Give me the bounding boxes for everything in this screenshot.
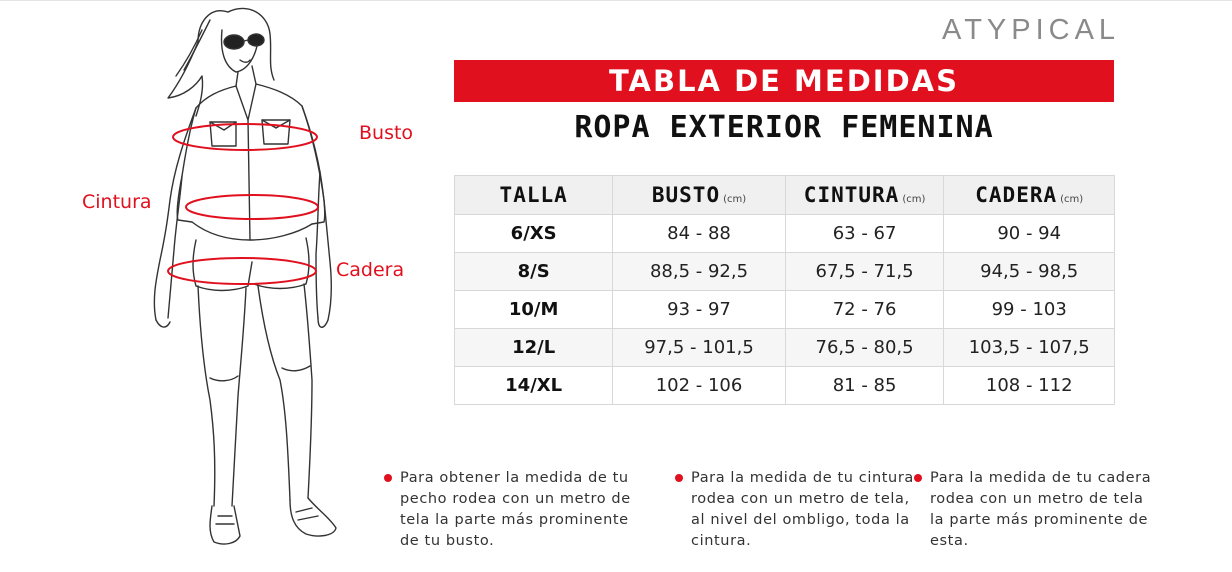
cell-cadera: 108 - 112 (943, 366, 1115, 405)
note-waist: Para la medida de tu cintura rodea con u… (675, 468, 917, 552)
size-table: TALLA BUSTO (cm) CINTURA (cm) CADERA (cm) 6… (453, 175, 1115, 405)
waist-label: Cintura (82, 191, 152, 213)
cell-talla: 10/M (453, 290, 614, 329)
table-header-row: TALLA BUSTO (cm) CINTURA (cm) CADERA (cm) (453, 175, 1115, 215)
cell-cintura: 72 - 76 (784, 290, 945, 329)
bullet-dot (384, 474, 392, 482)
cell-busto: 102 - 106 (612, 366, 786, 405)
hip-label: Cadera (336, 259, 405, 281)
cell-cintura: 67,5 - 71,5 (784, 252, 945, 291)
note-text: Para obtener la medida de tu pecho rodea… (400, 470, 631, 549)
header-cadera: CADERA (cm) (943, 175, 1115, 215)
cell-cadera: 94,5 - 98,5 (943, 252, 1115, 291)
note-hip: Para la medida de tu cadera rodea con un… (914, 468, 1156, 552)
cell-cadera: 90 - 94 (943, 214, 1115, 253)
table-row: 6/XS 84 - 88 63 - 67 90 - 94 (453, 214, 1115, 253)
note-text: Para la medida de tu cintura rodea con u… (691, 470, 914, 549)
bullet-dot (675, 474, 683, 482)
bullet-dot (914, 474, 922, 482)
top-divider (0, 0, 1232, 1)
header-cintura: CINTURA (cm) (784, 175, 945, 215)
cell-cintura: 81 - 85 (784, 366, 945, 405)
cell-cadera: 103,5 - 107,5 (943, 328, 1115, 367)
brand-logo: ATYPICAL (942, 14, 1121, 46)
page-title: TABLA DE MEDIDAS (608, 64, 959, 98)
bust-ring (172, 123, 318, 151)
table-row: 8/S 88,5 - 92,5 67,5 - 71,5 94,5 - 98,5 (453, 252, 1115, 291)
cell-busto: 93 - 97 (612, 290, 786, 329)
header-busto: BUSTO (cm) (612, 175, 786, 215)
page-subtitle: ROPA EXTERIOR FEMENINA (574, 110, 994, 145)
note-text: Para la medida de tu cadera rodea con un… (930, 470, 1152, 549)
cell-busto: 84 - 88 (612, 214, 786, 253)
cell-busto: 88,5 - 92,5 (612, 252, 786, 291)
waist-ring (185, 194, 319, 220)
table-row: 12/L 97,5 - 101,5 76,5 - 80,5 103,5 - 10… (453, 328, 1115, 367)
cell-cadera: 99 - 103 (943, 290, 1115, 329)
cell-talla: 6/XS (453, 214, 614, 253)
hip-ring (167, 257, 317, 285)
cell-cintura: 76,5 - 80,5 (784, 328, 945, 367)
cell-cintura: 63 - 67 (784, 214, 945, 253)
cell-talla: 8/S (453, 252, 614, 291)
bust-label: Busto (359, 122, 414, 144)
cell-busto: 97,5 - 101,5 (612, 328, 786, 367)
woman-figure-illustration (153, 7, 337, 545)
title-banner: TABLA DE MEDIDAS (454, 60, 1114, 102)
cell-talla: 12/L (453, 328, 614, 367)
header-talla: TALLA (453, 175, 614, 215)
note-bust: Para obtener la medida de tu pecho rodea… (384, 468, 650, 552)
table-row: 14/XL 102 - 106 81 - 85 108 - 112 (453, 366, 1115, 405)
table-row: 10/M 93 - 97 72 - 76 99 - 103 (453, 290, 1115, 329)
cell-talla: 14/XL (453, 366, 614, 405)
